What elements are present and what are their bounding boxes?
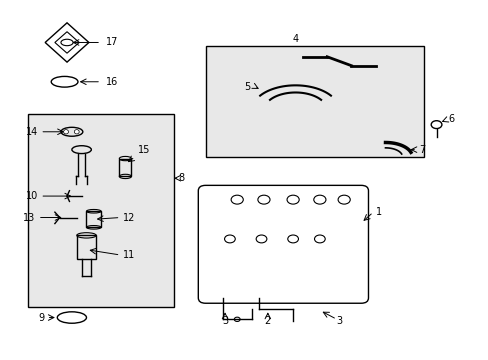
Bar	[86, 211, 101, 227]
Text: 3: 3	[336, 316, 342, 326]
Text: 12: 12	[122, 212, 135, 222]
Bar	[205, 46, 424, 157]
Text: 5: 5	[244, 82, 249, 92]
Ellipse shape	[63, 130, 68, 134]
Text: 9: 9	[38, 312, 44, 323]
Text: 11: 11	[122, 250, 135, 260]
Text: 4: 4	[292, 34, 298, 44]
Text: 3: 3	[222, 316, 227, 326]
Text: 7: 7	[419, 145, 425, 155]
Text: 13: 13	[23, 212, 35, 222]
Bar	[28, 114, 174, 307]
Text: 6: 6	[448, 114, 454, 124]
Text: 17: 17	[106, 37, 118, 48]
Bar	[77, 235, 96, 258]
Text: 14: 14	[25, 127, 38, 137]
Bar	[119, 158, 131, 176]
Text: 2: 2	[264, 316, 270, 326]
Text: 8: 8	[179, 173, 184, 183]
Text: 1: 1	[375, 207, 381, 217]
Text: 10: 10	[25, 191, 38, 201]
Ellipse shape	[74, 130, 79, 134]
Text: 16: 16	[106, 77, 118, 87]
Text: 15: 15	[137, 145, 150, 155]
